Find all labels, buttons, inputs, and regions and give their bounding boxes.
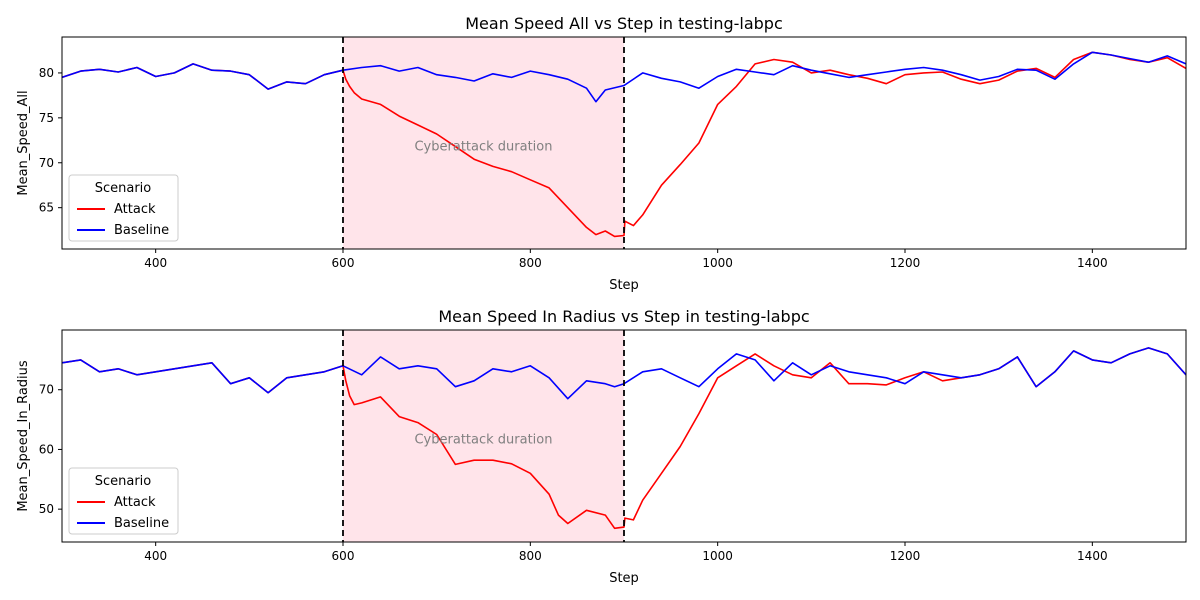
x-tick-label: 1400 [1077, 256, 1108, 270]
series-line-baseline [62, 51, 1186, 103]
legend-title: Scenario [95, 181, 152, 196]
x-axis-label: Step [609, 278, 639, 293]
x-tick-label: 1200 [890, 256, 921, 270]
y-tick-label: 70 [39, 156, 54, 170]
attack-duration-shade [343, 330, 624, 542]
legend: Scenario Attack Baseline [68, 467, 179, 535]
y-tick-label: 60 [39, 442, 54, 456]
legend-entry-baseline: Baseline [114, 516, 169, 531]
annotation-text: Cyberattack duration [414, 433, 552, 448]
x-tick-label: 400 [144, 256, 167, 270]
legend-box [68, 467, 179, 535]
x-tick-label: 600 [332, 549, 355, 563]
y-axis-label: Mean_Speed_All [16, 90, 31, 195]
x-axis-label: Step [609, 571, 639, 586]
y-tick-label: 50 [39, 502, 54, 516]
series-line-baseline [62, 347, 1186, 400]
x-tick-label: 600 [332, 256, 355, 270]
x-tick-label: 400 [144, 549, 167, 563]
attack-duration-shade [343, 37, 624, 249]
x-tick-label: 1000 [702, 549, 733, 563]
axes-frame [61, 329, 1187, 543]
x-tick-label: 1000 [702, 256, 733, 270]
legend-entry-baseline: Baseline [114, 223, 169, 238]
legend-title: Scenario [95, 474, 152, 489]
y-tick-label: 75 [39, 111, 54, 125]
x-tick-label: 800 [519, 256, 542, 270]
chart-title: Mean Speed In Radius vs Step in testing-… [438, 307, 809, 326]
x-tick-label: 1200 [890, 549, 921, 563]
y-axis-label: Mean_Speed_In_Radius [16, 360, 31, 512]
chart-panel-speed-all: Cyberattack duration 400 600 800 1000 1200 140… [16, 14, 1187, 293]
y-tick-label: 70 [39, 383, 54, 397]
chart-title: Mean Speed All vs Step in testing-labpc [465, 14, 783, 33]
axes-frame [61, 36, 1187, 250]
legend-entry-attack: Attack [114, 202, 156, 217]
legend: Scenario Attack Baseline [68, 174, 179, 242]
x-tick-label: 1400 [1077, 549, 1108, 563]
y-tick-label: 80 [39, 66, 54, 80]
legend-box [68, 174, 179, 242]
legend-entry-attack: Attack [114, 495, 156, 510]
y-tick-label: 65 [39, 201, 54, 215]
chart-panel-speed-in-radius: Cyberattack duration 400 600 800 1000 1200 140… [16, 307, 1187, 586]
x-tick-label: 800 [519, 549, 542, 563]
annotation-text: Cyberattack duration [414, 140, 552, 155]
